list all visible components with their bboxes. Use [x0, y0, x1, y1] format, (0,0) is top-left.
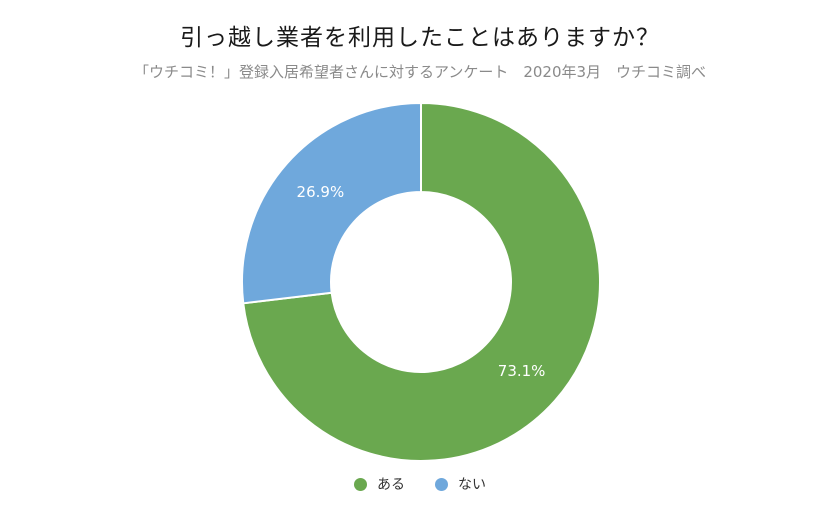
donut-labels: 73.1% 26.9% [297, 183, 546, 380]
slice-value-label-1: 26.9% [297, 183, 345, 201]
chart-legend: ある ない [0, 474, 840, 494]
legend-item-aru: ある [354, 474, 405, 494]
legend-label-aru: ある [377, 477, 405, 493]
chart-title: 引っ越し業者を利用したことはありますか？ [180, 25, 660, 51]
chart-subtitle: 「ウチコミ！」登録入居希望者さんに対するアンケート 2020年3月 ウチコミ調べ [133, 63, 707, 81]
donut-slices [241, 101, 601, 462]
donut-slice-1 [241, 101, 422, 305]
legend-label-nai: ない [458, 477, 486, 493]
legend-swatch-aru [354, 477, 367, 491]
donut-slice-0 [242, 101, 601, 462]
legend-item-nai: ない [435, 474, 486, 494]
legend-swatch-nai [435, 477, 448, 491]
slice-value-label-0: 73.1% [498, 362, 546, 380]
